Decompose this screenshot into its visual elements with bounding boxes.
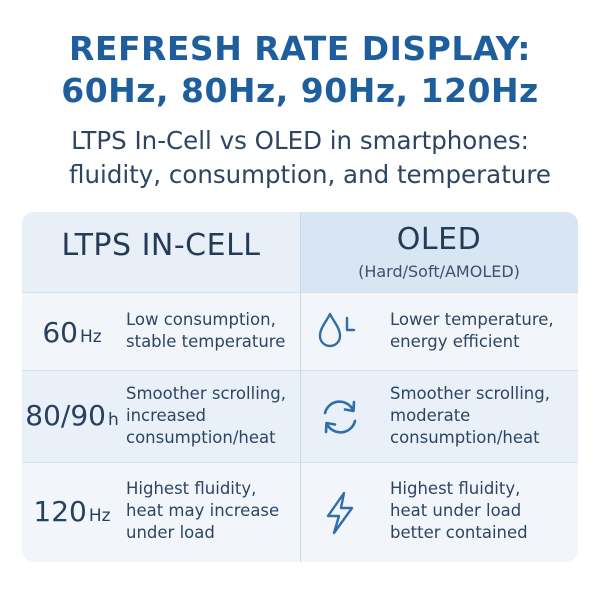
ltps-desc-line: stable temperature — [126, 332, 286, 351]
ltps-desc-line: heat may increase — [126, 501, 280, 520]
oled-description: Smoother scrolling, moderate consumption… — [390, 383, 576, 449]
oled-desc-line: Lower temperature, — [390, 310, 554, 329]
ltps-desc-line: under load — [126, 523, 215, 542]
oled-desc-line: better contained — [390, 523, 528, 542]
ltps-description: Smoother scrolling, increased consumptio… — [126, 383, 302, 449]
comparison-table: LTPS IN-CELL OLED (Hard/Soft/AMOLED) 60 H… — [22, 212, 578, 562]
ltps-desc-line: Smoother scrolling, — [126, 384, 286, 403]
rate-unit: h — [107, 410, 119, 430]
column-divider — [300, 212, 301, 562]
subtitle-line-2: fluidity, consumption, and temperature — [69, 160, 551, 189]
column-header-ltps: LTPS IN-CELL — [22, 212, 300, 292]
oled-desc-line: consumption/heat — [390, 428, 540, 447]
rate-label: 80/90 h — [22, 399, 122, 432]
page-title: REFRESH RATE DISPLAY: 60Hz, 80Hz, 90Hz, … — [0, 28, 600, 112]
page-subtitle: LTPS In-Cell vs OLED in smartphones: flu… — [0, 124, 600, 192]
rate-unit: Hz — [88, 506, 111, 526]
rate-label: 120 Hz — [22, 495, 122, 528]
oled-desc-line: moderate — [390, 406, 471, 425]
oled-header-title: OLED — [396, 222, 482, 257]
ltps-desc-line: Low consumption, — [126, 310, 276, 329]
lightning-bolt-icon — [314, 487, 366, 539]
oled-desc-line: Smoother scrolling, — [390, 384, 550, 403]
oled-desc-line: Highest fluidity, — [390, 479, 521, 498]
oled-description: Highest fluidity, heat under load better… — [390, 478, 576, 544]
ltps-description: Highest fluidity, heat may increase unde… — [126, 478, 302, 544]
title-line-1: REFRESH RATE DISPLAY: — [68, 29, 531, 68]
title-line-2: 60Hz, 80Hz, 90Hz, 120Hz — [61, 71, 539, 110]
rate-value: 80/90 — [25, 399, 106, 432]
oled-desc-line: energy efficient — [390, 332, 520, 351]
column-header-oled: OLED (Hard/Soft/AMOLED) — [300, 212, 578, 292]
ltps-desc-line: consumption/heat — [126, 428, 276, 447]
rate-label: 60 Hz — [22, 316, 122, 349]
rate-value: 120 — [33, 495, 87, 528]
ltps-desc-line: increased — [126, 406, 207, 425]
ltps-header-title: LTPS IN-CELL — [61, 228, 261, 263]
ltps-desc-line: Highest fluidity, — [126, 479, 257, 498]
oled-description: Lower temperature, energy efficient — [390, 309, 576, 353]
oled-desc-line: heat under load — [390, 501, 522, 520]
rate-unit: Hz — [79, 327, 102, 347]
refresh-arrows-icon — [314, 391, 366, 443]
ltps-description: Low consumption, stable temperature — [126, 309, 302, 353]
droplet-l-icon — [314, 306, 366, 358]
oled-header-subtitle: (Hard/Soft/AMOLED) — [358, 262, 520, 281]
subtitle-line-1: LTPS In-Cell vs OLED in smartphones: — [71, 126, 529, 155]
rate-value: 60 — [42, 316, 78, 349]
